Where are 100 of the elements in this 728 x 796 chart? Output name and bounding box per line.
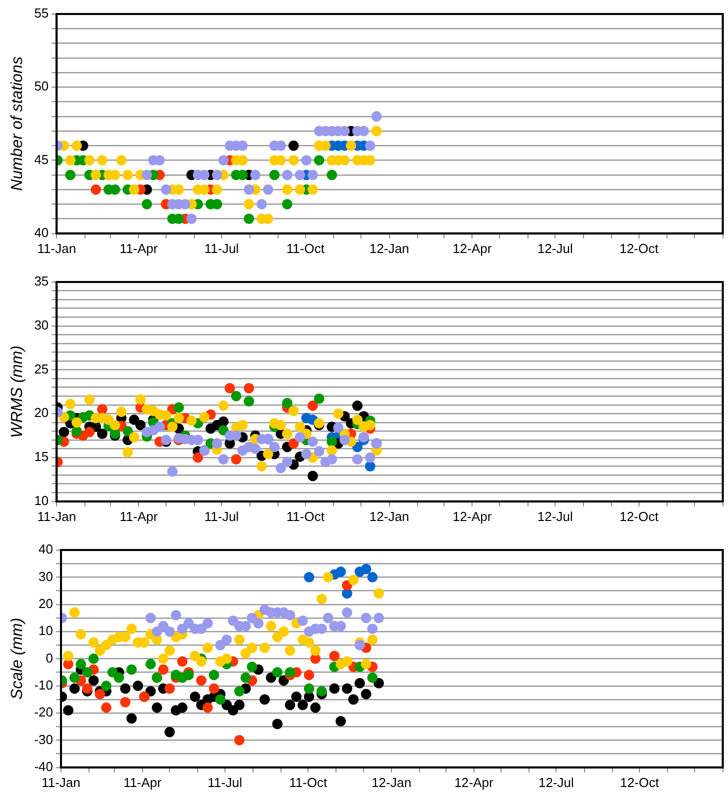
point — [160, 410, 172, 421]
point — [128, 432, 140, 443]
y-tick-label: 20 — [38, 596, 53, 611]
point — [272, 667, 283, 678]
point — [65, 170, 76, 180]
point — [224, 382, 235, 394]
point — [288, 140, 299, 151]
point — [82, 667, 92, 678]
point — [218, 454, 229, 464]
point — [269, 170, 280, 180]
point — [76, 629, 86, 640]
point — [246, 662, 258, 672]
y-tick-label: 10 — [38, 623, 53, 638]
x-tick-label: 12-Apr — [454, 774, 494, 790]
point — [240, 672, 251, 683]
point — [294, 184, 306, 195]
point — [364, 140, 376, 151]
point — [308, 400, 318, 411]
point — [336, 716, 346, 726]
point — [101, 702, 112, 713]
point — [256, 461, 267, 472]
point — [282, 398, 292, 408]
point — [304, 637, 314, 648]
x-tick-label: 11-Jan — [37, 240, 76, 256]
y-tick-label: -20 — [34, 704, 53, 720]
point — [145, 658, 156, 670]
point — [164, 626, 175, 637]
point — [84, 394, 95, 405]
point — [234, 686, 245, 697]
point — [284, 610, 296, 620]
x-tick-label: 12-Oct — [620, 774, 660, 790]
point — [333, 422, 344, 433]
point — [288, 438, 299, 449]
point — [308, 436, 318, 447]
point — [367, 624, 378, 634]
point — [82, 683, 92, 694]
point — [326, 436, 338, 447]
point — [116, 406, 127, 418]
point — [354, 678, 365, 688]
point — [367, 672, 378, 683]
point — [250, 444, 261, 454]
point — [253, 618, 264, 629]
point — [237, 420, 248, 430]
point — [244, 214, 254, 224]
point — [126, 624, 137, 634]
point — [174, 402, 184, 413]
point — [269, 442, 280, 452]
point — [186, 214, 197, 224]
point — [364, 452, 376, 463]
y-tick-label: 50 — [34, 78, 49, 94]
point — [164, 726, 175, 738]
point — [218, 416, 229, 427]
point — [316, 686, 327, 697]
point — [360, 658, 372, 670]
y-tick-label: 30 — [34, 317, 49, 332]
point — [371, 111, 382, 122]
point — [364, 461, 376, 472]
point — [288, 406, 299, 416]
point — [342, 607, 352, 618]
point — [218, 400, 229, 411]
x-tick-label: 11-Jan — [37, 508, 76, 524]
point — [116, 155, 127, 166]
point — [364, 420, 376, 430]
point — [294, 170, 306, 180]
point — [122, 426, 133, 436]
point — [58, 426, 70, 438]
y-axis-title: WRMS (mm) — [9, 345, 26, 438]
point — [262, 184, 274, 195]
point — [298, 700, 308, 710]
point — [360, 612, 372, 624]
y-axis-title: Number of stations — [9, 56, 26, 191]
point — [126, 713, 137, 724]
y-tick-label: 30 — [38, 568, 53, 584]
point — [65, 155, 76, 166]
point — [174, 412, 184, 424]
point — [69, 607, 80, 618]
point — [301, 448, 312, 460]
y-tick-label: 40 — [34, 224, 49, 240]
point — [72, 417, 82, 428]
y-tick-label: 35 — [34, 274, 49, 289]
point — [135, 420, 146, 430]
point — [259, 642, 270, 654]
x-tick-label: 11-Jul — [204, 240, 239, 256]
x-tick-label: 12-Jul — [537, 240, 573, 256]
point — [322, 612, 334, 624]
point — [63, 650, 74, 662]
point — [90, 170, 102, 180]
x-tick-label: 12-Oct — [619, 508, 659, 524]
point — [158, 664, 168, 675]
point — [142, 170, 152, 180]
point — [282, 170, 292, 180]
y-tick-label: 55 — [34, 6, 49, 21]
point — [128, 184, 140, 195]
point — [158, 654, 168, 664]
point — [244, 396, 254, 407]
point — [101, 680, 112, 692]
point — [215, 694, 226, 705]
point — [145, 612, 156, 624]
point — [288, 155, 299, 166]
point — [371, 126, 382, 136]
